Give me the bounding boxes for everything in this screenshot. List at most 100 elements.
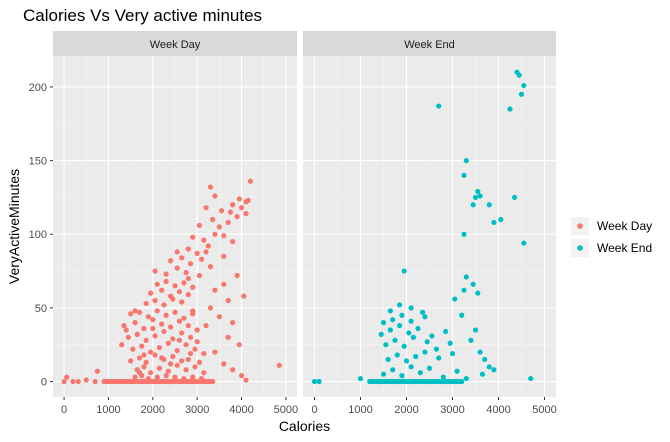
data-point <box>521 240 527 246</box>
data-point <box>132 374 138 380</box>
y-axis-title: VeryActiveMinutes <box>6 169 22 284</box>
data-point <box>380 320 387 326</box>
data-point <box>472 327 479 333</box>
data-point <box>203 322 209 329</box>
x-axis-title: Calories <box>279 418 330 434</box>
data-point <box>174 249 180 255</box>
data-point <box>163 312 169 318</box>
data-point <box>141 352 147 358</box>
x-tick-label: 0 <box>311 404 317 416</box>
data-point <box>216 314 222 320</box>
data-point <box>181 315 187 321</box>
data-point <box>378 331 384 337</box>
data-point <box>199 375 205 382</box>
data-point <box>154 308 160 314</box>
x-tick-label: 4000 <box>486 404 510 416</box>
data-point <box>477 349 483 355</box>
y-tick-label: 100 <box>29 229 47 241</box>
data-point <box>190 234 196 240</box>
data-point <box>498 216 504 223</box>
data-point <box>61 378 67 385</box>
data-point <box>454 368 460 374</box>
data-point <box>440 374 446 380</box>
data-point <box>387 308 393 314</box>
data-point <box>408 318 414 324</box>
data-point <box>152 333 158 339</box>
data-point <box>152 352 158 358</box>
data-point <box>227 209 234 215</box>
data-point <box>179 299 185 305</box>
data-point <box>167 293 174 299</box>
data-point <box>192 346 198 352</box>
data-point <box>201 237 207 243</box>
legend-key-week-end <box>577 245 583 251</box>
data-point <box>486 202 492 208</box>
x-tick-label: 3000 <box>440 404 464 416</box>
data-point <box>470 202 476 208</box>
x-tick-label: 2000 <box>394 404 418 416</box>
legend-label: Week End <box>597 241 652 255</box>
x-tick-label: 2000 <box>141 404 165 416</box>
data-point <box>406 330 412 336</box>
data-point <box>436 355 442 361</box>
data-point <box>130 346 136 352</box>
data-point <box>234 272 240 279</box>
data-point <box>475 290 481 296</box>
data-point <box>136 355 143 361</box>
data-point <box>159 287 165 293</box>
data-point <box>159 321 165 327</box>
data-point <box>181 280 187 286</box>
data-point <box>234 213 240 220</box>
data-point <box>196 359 202 365</box>
data-point <box>394 352 400 358</box>
data-point <box>210 216 216 223</box>
data-point <box>243 211 249 217</box>
data-point <box>401 268 407 274</box>
data-point <box>128 311 134 317</box>
data-point <box>185 246 191 252</box>
data-point <box>139 343 145 349</box>
data-point <box>452 296 458 302</box>
data-point <box>179 255 185 261</box>
data-point <box>143 300 149 307</box>
data-point <box>161 302 167 308</box>
data-point <box>225 297 231 304</box>
y-tick-label: 200 <box>29 82 47 94</box>
data-point <box>125 334 132 340</box>
data-point <box>141 325 147 332</box>
data-point <box>212 193 218 199</box>
data-point <box>150 317 156 323</box>
data-point <box>230 367 236 373</box>
data-point <box>210 378 216 385</box>
x-tick-label: 1000 <box>96 404 120 416</box>
data-point <box>463 375 469 382</box>
data-point <box>148 370 154 376</box>
data-point <box>190 308 196 314</box>
data-point <box>212 231 218 237</box>
data-point <box>187 334 194 340</box>
data-point <box>185 356 191 363</box>
data-point <box>156 365 163 371</box>
data-point <box>212 349 218 355</box>
data-point <box>238 205 245 211</box>
data-point <box>194 250 200 256</box>
data-point <box>179 330 185 336</box>
data-point <box>174 265 180 271</box>
data-point <box>436 103 442 109</box>
data-point <box>134 331 140 337</box>
data-point <box>128 358 134 364</box>
data-point <box>170 353 176 360</box>
data-point <box>459 378 465 385</box>
data-point <box>433 346 439 352</box>
data-point <box>152 297 158 304</box>
x-tick-label: 5000 <box>532 404 556 416</box>
data-point <box>194 339 200 345</box>
data-point <box>183 269 189 276</box>
data-point <box>172 374 178 380</box>
data-point <box>403 358 410 364</box>
data-point <box>136 370 143 376</box>
data-point <box>316 378 322 385</box>
data-point <box>187 350 194 357</box>
data-point <box>201 370 207 376</box>
chart-title: Calories Vs Very active minutes <box>23 6 263 25</box>
